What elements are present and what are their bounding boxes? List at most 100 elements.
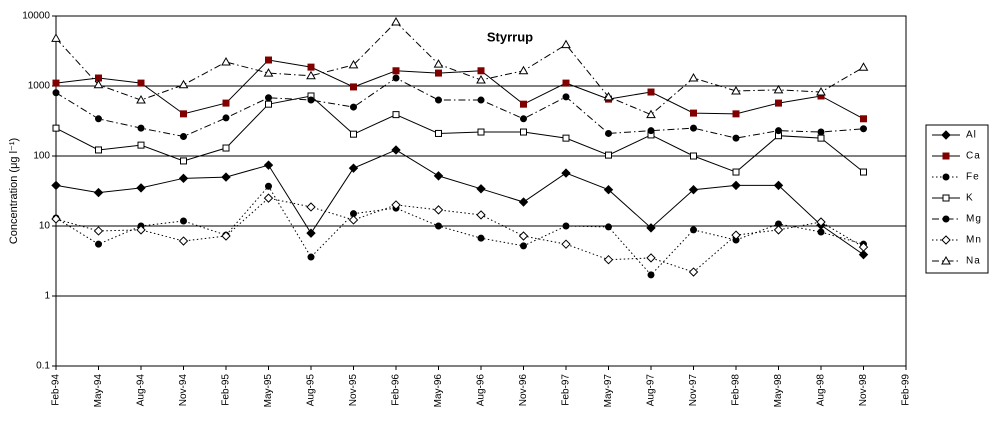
data-point (263, 160, 274, 170)
data-point (858, 249, 869, 260)
y-axis-label: Concentration (μg l⁻¹) (8, 138, 20, 244)
data-point (435, 69, 442, 77)
data-point (137, 79, 145, 87)
data-point (350, 83, 357, 91)
data-point (520, 242, 527, 250)
x-tick-label: Aug-95 (306, 374, 317, 407)
data-point (773, 180, 784, 191)
data-point (435, 222, 442, 230)
data-point (222, 99, 230, 107)
data-point (433, 59, 444, 68)
data-point (605, 129, 612, 137)
legend-marker (942, 152, 950, 160)
data-point (222, 144, 230, 152)
data-point (561, 239, 571, 249)
series-line (55, 185, 864, 276)
data-point (603, 184, 614, 195)
data-point (391, 17, 401, 26)
chart-title: Styrrup (487, 29, 533, 44)
legend-label: Mg (966, 214, 982, 225)
x-tick-label: Aug-97 (646, 374, 657, 407)
y-tick-label: 100 (33, 151, 50, 162)
data-point (518, 197, 529, 207)
data-point (647, 127, 655, 135)
data-point (605, 223, 612, 231)
data-point (348, 163, 359, 173)
y-tick-label: 10 (39, 221, 51, 232)
data-point (688, 267, 699, 277)
data-point (775, 127, 782, 135)
data-point (860, 168, 867, 176)
data-point (476, 74, 486, 84)
data-point (518, 231, 529, 241)
data-point (732, 168, 740, 176)
data-point (773, 225, 784, 235)
data-point (350, 130, 357, 138)
data-point (51, 214, 61, 224)
x-tick-label: Nov-94 (178, 374, 189, 407)
data-point (52, 89, 60, 97)
legend-label: Ca (966, 151, 981, 162)
legend-box (925, 124, 989, 274)
data-point (221, 231, 231, 241)
data-point (690, 226, 697, 234)
data-point (265, 94, 272, 102)
data-point (137, 124, 145, 132)
legend-marker (941, 235, 951, 245)
data-point (731, 85, 741, 95)
x-tick-label: Feb-94 (51, 374, 62, 406)
data-point (392, 67, 400, 75)
data-point (562, 93, 570, 101)
data-point (221, 57, 231, 66)
data-point (646, 223, 656, 233)
data-point (95, 240, 102, 248)
data-point (520, 115, 527, 123)
x-tick-label: May-98 (773, 374, 784, 408)
data-point (391, 200, 401, 210)
data-point (816, 87, 826, 96)
data-point (51, 180, 61, 191)
data-point (860, 115, 867, 123)
data-point (265, 182, 272, 190)
legend-marker (941, 255, 951, 265)
series-line (55, 21, 864, 116)
data-point (477, 96, 485, 104)
data-point (817, 134, 825, 142)
data-point (647, 88, 655, 96)
series-line (55, 95, 864, 173)
data-point (306, 70, 316, 80)
x-tick-label: Nov-97 (688, 374, 699, 407)
data-point (180, 132, 187, 140)
data-point (775, 99, 782, 107)
data-point (307, 253, 315, 261)
data-point (731, 180, 741, 191)
data-point (433, 205, 444, 215)
x-tick-label: Feb-95 (221, 374, 232, 406)
data-point (137, 141, 145, 149)
data-point (93, 79, 104, 89)
data-point (732, 134, 740, 142)
data-point (860, 125, 867, 133)
x-tick-label: Feb-99 (901, 374, 912, 406)
data-point (562, 222, 570, 230)
legend-label: Na (966, 256, 981, 267)
data-point (178, 173, 189, 184)
data-point (136, 225, 146, 235)
data-point (222, 114, 230, 122)
data-point (433, 171, 444, 181)
data-point (562, 79, 570, 87)
data-point (221, 172, 231, 182)
data-point (263, 193, 274, 203)
data-point (646, 253, 656, 263)
data-point (858, 62, 869, 71)
data-point (51, 33, 61, 42)
data-point (52, 79, 60, 87)
data-point (93, 187, 104, 198)
x-tick-label: Nov-96 (518, 374, 529, 407)
data-point (476, 184, 486, 194)
legend-marker (942, 173, 950, 181)
data-point (95, 115, 102, 123)
x-tick-label: Feb-96 (391, 374, 402, 406)
x-tick-label: May-94 (93, 374, 104, 408)
